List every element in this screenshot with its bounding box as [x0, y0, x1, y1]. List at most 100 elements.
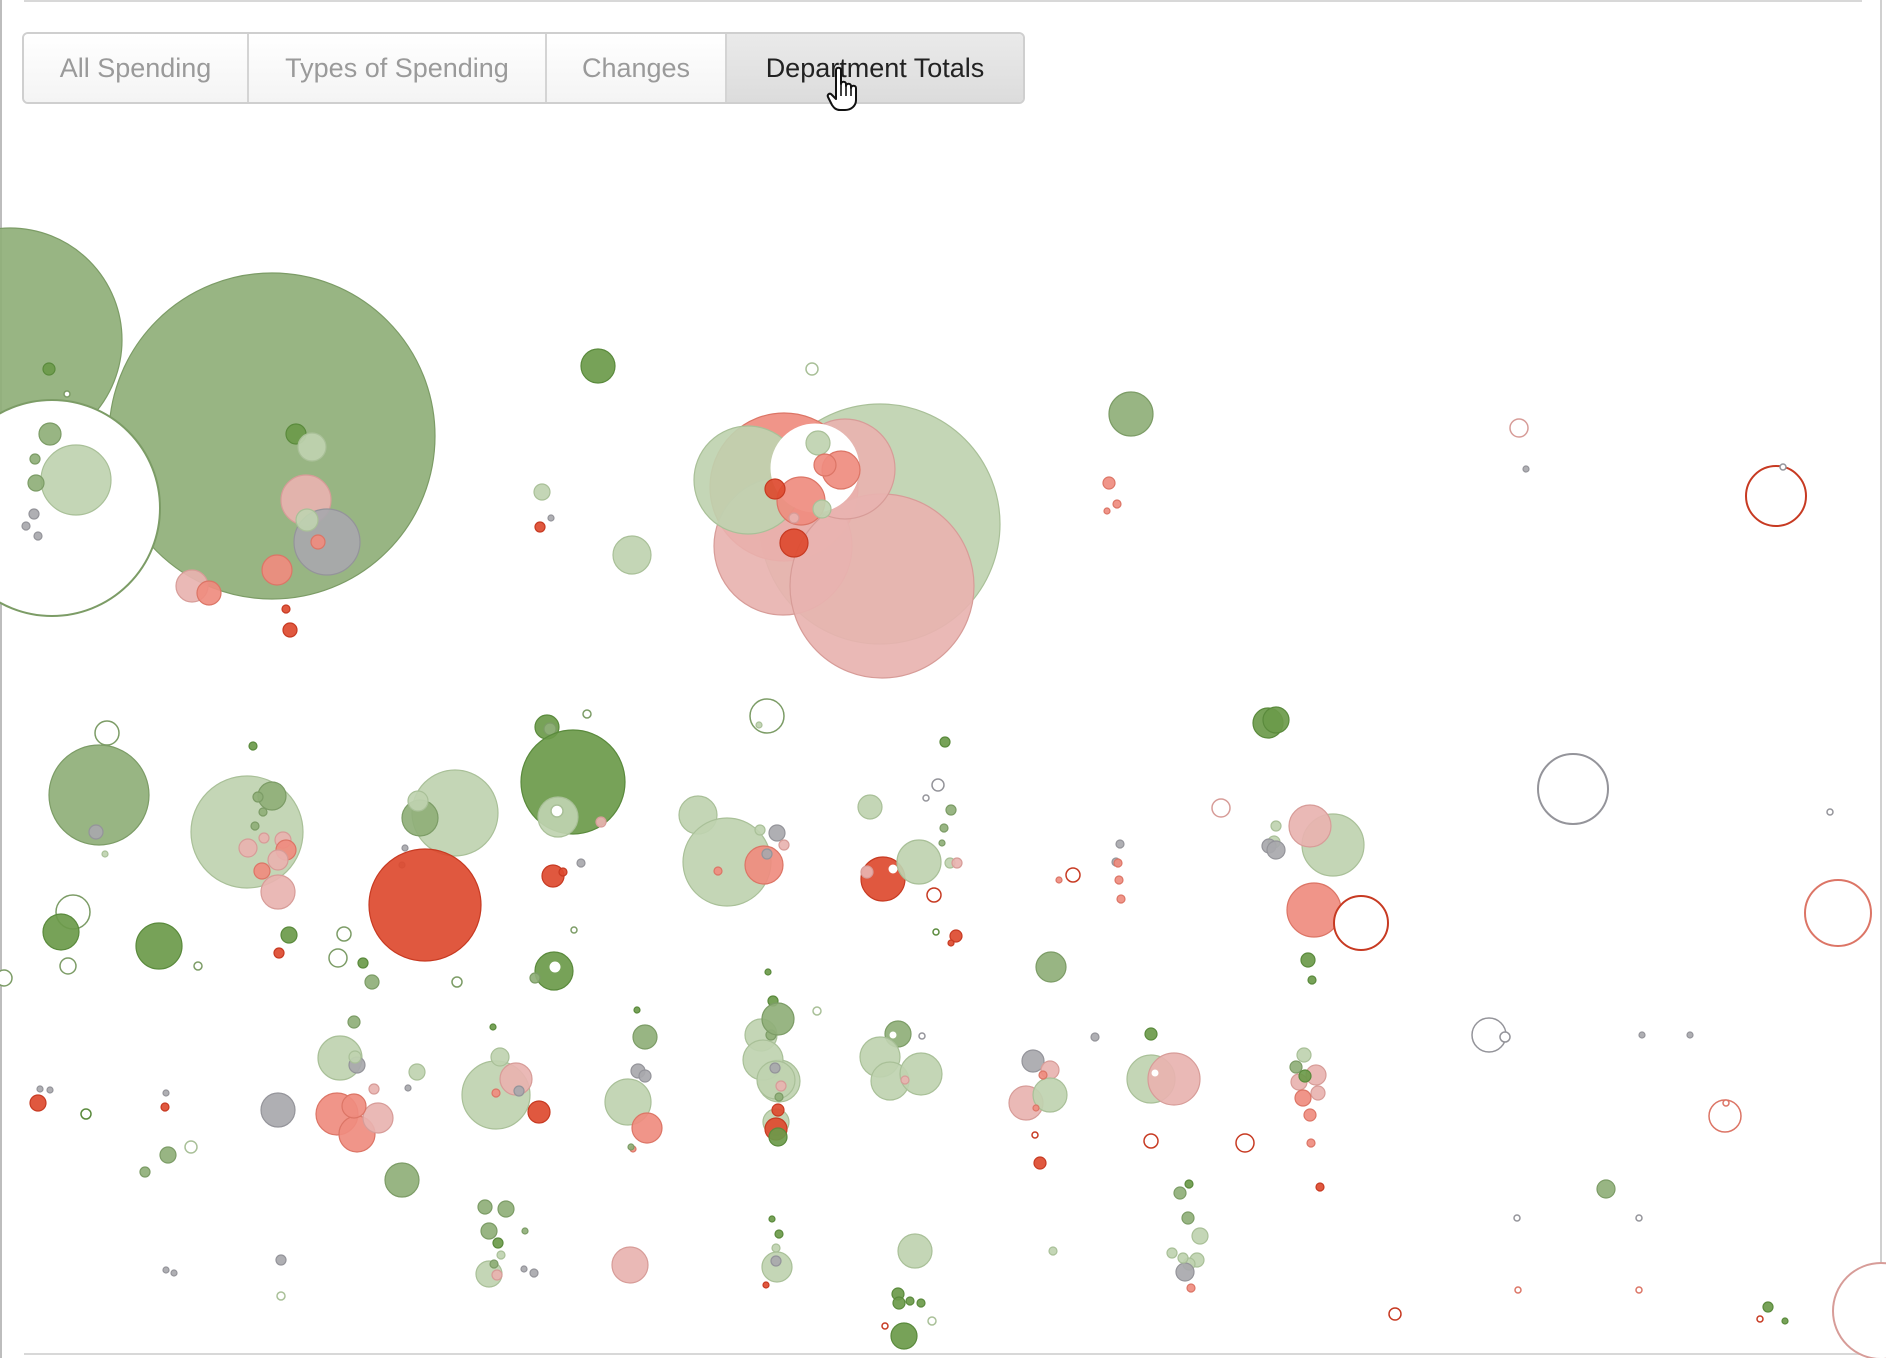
department-bubble[interactable] [184, 1140, 198, 1154]
department-bubble[interactable] [754, 824, 766, 836]
department-bubble[interactable] [193, 961, 203, 971]
department-bubble[interactable] [489, 1259, 499, 1269]
tab-changes[interactable]: Changes [547, 34, 727, 102]
department-bubble[interactable] [407, 790, 429, 812]
department-bubble[interactable] [88, 824, 104, 840]
department-bubble[interactable] [36, 1085, 44, 1093]
department-bubble[interactable] [162, 1266, 170, 1274]
department-bubble[interactable] [1762, 1301, 1774, 1313]
department-bubble[interactable] [570, 926, 578, 934]
department-bubble[interactable] [404, 1084, 412, 1092]
department-bubble[interactable] [1513, 1214, 1521, 1222]
department-bubble[interactable] [1065, 867, 1081, 883]
department-bubble[interactable] [491, 1088, 501, 1098]
department-bubble[interactable] [492, 1237, 504, 1249]
department-bubble[interactable] [805, 362, 819, 376]
department-bubble[interactable] [778, 839, 790, 851]
department-bubble[interactable] [1826, 808, 1834, 816]
department-bubble[interactable] [1635, 1286, 1643, 1294]
department-bubble[interactable] [1781, 1317, 1789, 1325]
department-bubble[interactable] [261, 554, 293, 586]
department-bubble[interactable] [768, 1215, 776, 1223]
department-bubble[interactable] [534, 521, 546, 533]
department-bubble[interactable] [1114, 875, 1124, 885]
department-bubble[interactable] [1638, 1031, 1646, 1039]
department-bubble[interactable] [276, 1291, 286, 1301]
department-bubble[interactable] [775, 1080, 787, 1092]
department-bubble[interactable] [1296, 1047, 1312, 1063]
department-bubble[interactable] [297, 432, 327, 462]
department-bubble[interactable] [550, 804, 564, 818]
department-bubble[interactable] [770, 1255, 782, 1267]
department-bubble[interactable] [1499, 1031, 1511, 1043]
department-bubble[interactable] [896, 839, 942, 885]
department-bubble[interactable] [939, 736, 951, 748]
department-bubble[interactable] [890, 1322, 918, 1350]
department-bubble[interactable] [949, 929, 963, 943]
department-bubble[interactable] [497, 1200, 515, 1218]
department-bubble[interactable] [612, 535, 652, 575]
department-bubble[interactable] [1175, 1262, 1195, 1282]
department-bubble[interactable] [1144, 1027, 1158, 1041]
department-bubble[interactable] [755, 721, 763, 729]
department-bubble[interactable] [771, 1103, 785, 1117]
department-bubble[interactable] [258, 832, 270, 844]
department-bubble[interactable] [282, 622, 298, 638]
department-bubble[interactable] [1191, 1227, 1209, 1245]
department-bubble[interactable] [576, 858, 586, 868]
department-bubble[interactable] [889, 1031, 897, 1039]
department-bubble[interactable] [916, 1298, 926, 1308]
department-bubble[interactable] [160, 1102, 170, 1112]
department-bubble[interactable] [1388, 1307, 1402, 1321]
department-bubble[interactable] [1151, 1069, 1159, 1077]
department-bubble[interactable] [812, 499, 832, 519]
department-bubble[interactable] [521, 1227, 529, 1235]
department-bubble[interactable] [788, 512, 800, 524]
department-bubble[interactable] [926, 887, 942, 903]
department-bubble[interactable] [899, 1052, 943, 1096]
department-bubble[interactable] [813, 453, 837, 477]
department-bubble[interactable] [1300, 952, 1316, 968]
department-bubble[interactable] [1103, 507, 1111, 515]
department-bubble[interactable] [761, 848, 773, 860]
department-bubble[interactable] [1310, 1085, 1326, 1101]
department-bubble[interactable] [496, 1250, 506, 1260]
department-bubble[interactable] [1032, 1104, 1040, 1112]
department-bubble[interactable] [513, 1085, 525, 1097]
department-bubble[interactable] [1166, 1247, 1178, 1259]
department-bubble[interactable] [881, 1322, 889, 1330]
department-bubble[interactable] [1303, 1108, 1317, 1122]
department-bubble[interactable] [900, 1075, 910, 1085]
department-bubble[interactable] [1143, 1133, 1159, 1149]
department-bubble[interactable] [1102, 476, 1116, 490]
department-bubble[interactable] [170, 1269, 178, 1277]
department-bubble[interactable] [94, 720, 120, 746]
department-bubble[interactable] [1294, 1089, 1312, 1107]
department-bubble[interactable] [1522, 465, 1530, 473]
tab-types-of-spending[interactable]: Types of Spending [249, 34, 547, 102]
department-bubble[interactable] [1745, 465, 1807, 527]
department-bubble[interactable] [638, 1069, 652, 1083]
department-bubble[interactable] [558, 867, 568, 877]
department-bubble[interactable] [162, 1089, 170, 1097]
department-bubble[interactable] [1035, 951, 1067, 983]
department-bubble[interactable] [1048, 1246, 1058, 1256]
department-bubble[interactable] [805, 430, 831, 456]
department-bubble[interactable] [547, 514, 555, 522]
department-bubble[interactable] [368, 848, 482, 962]
department-bubble[interactable] [529, 972, 541, 984]
department-bubble[interactable] [1108, 391, 1154, 437]
department-bubble[interactable] [931, 778, 945, 792]
department-bubble[interactable] [1307, 975, 1317, 985]
department-bubble[interactable] [761, 1002, 795, 1036]
department-bubble[interactable] [1333, 895, 1389, 951]
department-bubble[interactable] [1270, 820, 1282, 832]
department-bubble[interactable] [860, 865, 874, 879]
department-bubble[interactable] [281, 604, 291, 614]
department-bubble[interactable] [627, 1143, 635, 1151]
department-bubble[interactable] [1289, 1060, 1303, 1074]
department-bubble[interactable] [1298, 1069, 1312, 1083]
department-bubble[interactable] [408, 1063, 426, 1081]
department-bubble[interactable] [1177, 1252, 1189, 1264]
